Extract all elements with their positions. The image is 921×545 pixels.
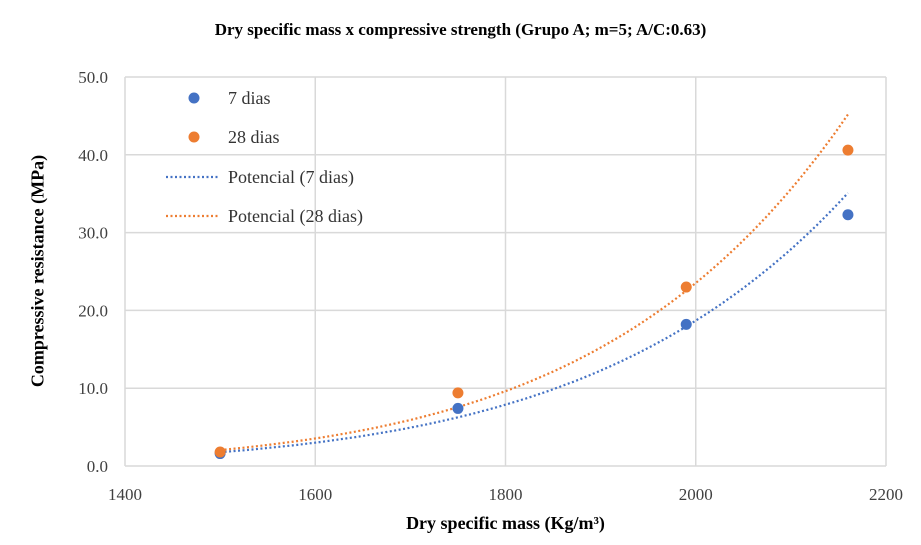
legend-marker [188, 92, 200, 104]
y-tick-label: 30.0 [78, 224, 108, 243]
data-point [842, 144, 854, 156]
x-tick-label: 1400 [108, 485, 142, 504]
legend-marker [188, 131, 200, 143]
x-tick-label: 1800 [489, 485, 523, 504]
x-tick-label: 1600 [298, 485, 332, 504]
y-tick-label: 50.0 [78, 68, 108, 87]
data-point [452, 387, 464, 399]
legend-label: 7 dias [228, 88, 271, 108]
y-tick-label: 40.0 [78, 146, 108, 165]
x-axis-label: Dry specific mass (Kg/m³) [406, 513, 605, 533]
y-tick-label: 10.0 [78, 379, 108, 398]
data-point [452, 402, 464, 414]
legend-label: 28 dias [228, 127, 280, 147]
chart-title: Dry specific mass x compressive strength… [214, 20, 707, 39]
x-tick-label: 2000 [679, 485, 713, 504]
data-point [680, 281, 692, 293]
y-tick-label: 0.0 [87, 457, 108, 476]
y-axis-label: Compressive resistance (MPa) [27, 154, 48, 388]
y-tick-label: 20.0 [78, 301, 108, 320]
data-point [842, 209, 854, 221]
data-point [214, 446, 226, 458]
x-tick-label: 2200 [869, 485, 903, 504]
legend-label: Potencial (28 dias) [228, 206, 363, 227]
trendline-potencial-7-dias- [220, 192, 849, 454]
legend-label: Potencial (7 dias) [228, 167, 354, 188]
trendline-potencial-28-dias- [219, 113, 849, 452]
data-point [680, 318, 692, 330]
